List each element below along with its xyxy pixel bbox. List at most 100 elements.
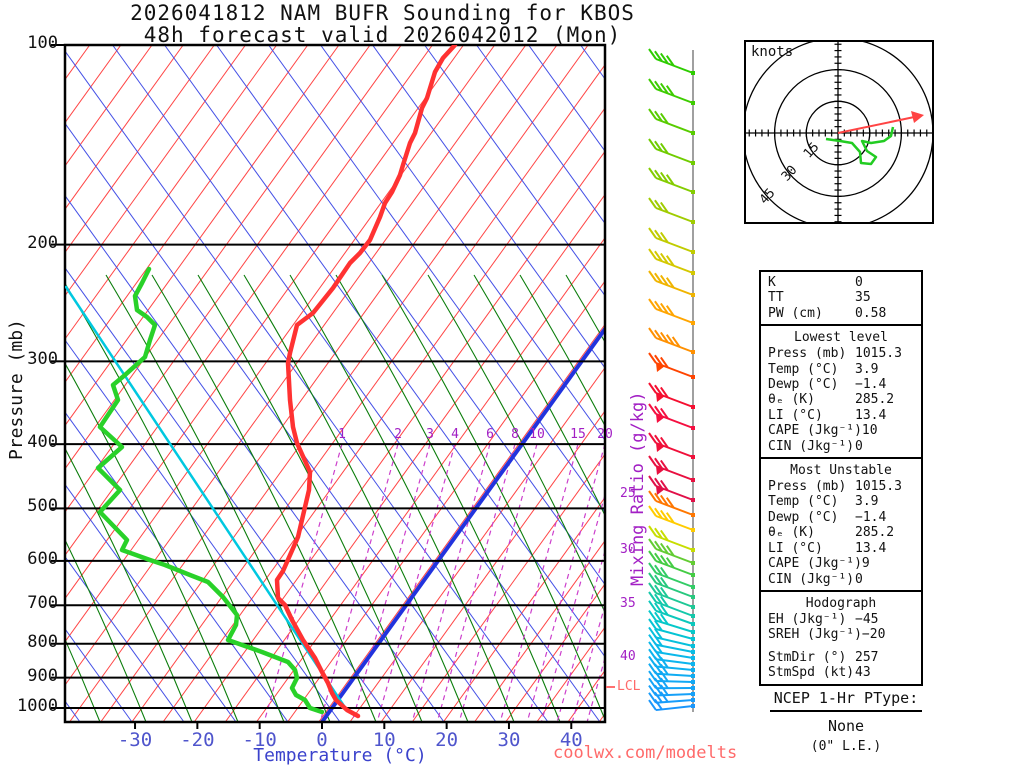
stat-value: 257 [855, 649, 879, 665]
sounding-stats-table: K 0 TT 35 PW (cm) 0.58 Lowest level Press (mb) 1… [759, 270, 923, 686]
stat-value: 13.4 [855, 407, 887, 423]
stat-value: 285.2 [855, 525, 895, 541]
stat-value: 0 [855, 571, 863, 587]
stats-section: Hodograph EH (Jkg⁻¹) −45 SREH (Jkg⁻¹) −20 Stm… [761, 589, 921, 684]
stat-label: K [768, 275, 776, 290]
stats-row: CIN (Jkg⁻¹) 0 [761, 572, 921, 587]
stat-label: LI (°C) [768, 407, 823, 423]
stats-section: Most Unstable Press (mb) 1015.3 Temp (°C) 3.… [761, 457, 921, 590]
wind-barb [648, 600, 695, 626]
wind-barb [648, 455, 695, 482]
lcl-label: LCL [617, 679, 641, 694]
wind-barb [648, 538, 695, 565]
mixing-ratio-value-label: 15 [570, 427, 586, 442]
wind-barb-column [648, 48, 695, 712]
mixing-ratio-value-label: 4 [451, 427, 459, 442]
pressure-tick-label: 300 [27, 349, 58, 370]
temperature-tick-label: -30 [117, 729, 153, 751]
wind-barb [648, 248, 695, 275]
wind-barb [648, 403, 695, 430]
stats-row: Temp (°C) 3.9 [761, 494, 921, 509]
storm-motion-arrow [837, 115, 920, 134]
wind-barb [648, 609, 695, 634]
stats-row: StmDir (°) 257 [761, 650, 921, 665]
stats-row: LI (°C) 13.4 [761, 408, 921, 423]
wind-barb [648, 432, 695, 459]
stat-label: TT [768, 290, 784, 306]
stat-value: −1.4 [855, 509, 887, 525]
watermark-link[interactable]: coolwx.com/modelts [553, 743, 738, 763]
stat-label: Dewp (°C) [768, 509, 839, 525]
stat-value: 43 [855, 665, 871, 681]
wind-barb [648, 505, 695, 532]
stat-value: 13.4 [855, 540, 887, 556]
wind-barb [648, 327, 695, 354]
temperature-tick-label: -20 [180, 729, 215, 751]
stat-label: StmSpd (kt) [768, 665, 855, 681]
temperature-tick-label: 30 [497, 729, 521, 751]
stats-row: θₑ (K) 285.2 [761, 525, 921, 540]
mixing-ratio-value-label: 20 [597, 427, 613, 442]
mixing-ratio-value-label: 25 [620, 486, 636, 501]
wind-barb [648, 525, 695, 552]
stat-value: 3.9 [855, 494, 879, 510]
wind-barb [648, 691, 695, 704]
parcel-trace [65, 285, 346, 708]
mixing-ratio-value-label: 8 [511, 427, 519, 442]
stat-label: Temp (°C) [768, 494, 839, 510]
stats-row: EH (Jkg⁻¹) −45 [761, 612, 921, 627]
hodograph-trace [825, 126, 895, 166]
wind-barb [648, 698, 695, 712]
pressure-tick-label: 100 [27, 33, 58, 53]
stats-row: Temp (°C) 3.9 [761, 362, 921, 377]
stat-value: 0 [855, 438, 863, 454]
ptype-liquid-equivalent: (0" L.E.) [810, 739, 882, 754]
chart-title-line2: 48h forecast valid 2026042012 (Mon) [143, 23, 622, 47]
pressure-tick-label: 600 [27, 548, 58, 569]
wind-barb [648, 562, 695, 589]
temperature-tick-label: 40 [559, 729, 583, 751]
dewpoint-trace [95, 266, 325, 715]
wind-barb [648, 108, 695, 135]
pressure-tick-label: 1000 [17, 696, 58, 716]
temperature-trace [274, 45, 458, 719]
wind-barb [648, 490, 695, 517]
stats-row: TT 35 [761, 290, 921, 305]
stats-section: K 0 TT 35 PW (cm) 0.58 [761, 272, 921, 324]
stats-section-header: Lowest level [794, 330, 888, 346]
wind-barb [648, 475, 695, 502]
stats-row: θₑ (K) 285.2 [761, 392, 921, 407]
stats-row [761, 643, 921, 650]
mixing-ratio-value-label: 35 [620, 596, 636, 611]
stat-value: 1015.3 [855, 479, 902, 495]
stat-label: CIN (Jkg⁻¹) [768, 438, 855, 454]
temperature-tick-label: -10 [242, 729, 277, 751]
wind-barb [648, 626, 695, 648]
stat-label: CAPE (Jkg⁻¹) [768, 556, 862, 572]
wind-barb [648, 298, 695, 325]
stat-value: 285.2 [855, 392, 895, 408]
pressure-tick-label: 900 [27, 665, 58, 686]
pressure-tick-label: 700 [27, 593, 58, 614]
stats-row: LI (°C) 13.4 [761, 541, 921, 556]
stats-row: StmSpd (kt) 43 [761, 665, 921, 680]
stat-value: −45 [855, 611, 879, 627]
stat-label: Press (mb) [768, 346, 847, 362]
stat-label: PW (cm) [768, 305, 823, 321]
wind-barb [648, 167, 695, 194]
stat-label: CAPE (Jkg⁻¹) [768, 423, 862, 439]
stat-label: SREH (Jkg⁻¹) [768, 627, 862, 643]
hodograph-units-label: knots [751, 44, 794, 60]
stats-section-header: Hodograph [805, 595, 877, 611]
wind-barb [648, 550, 695, 577]
wind-barb [648, 382, 695, 409]
wind-barb [648, 670, 695, 684]
stat-value: 0.58 [855, 305, 887, 321]
mixing-ratio-value-label: 2 [394, 427, 402, 442]
stat-label: LI (°C) [768, 540, 823, 556]
stat-value: 35 [855, 290, 871, 306]
wind-barb [648, 582, 695, 609]
pressure-gridlines [51, 43, 607, 729]
